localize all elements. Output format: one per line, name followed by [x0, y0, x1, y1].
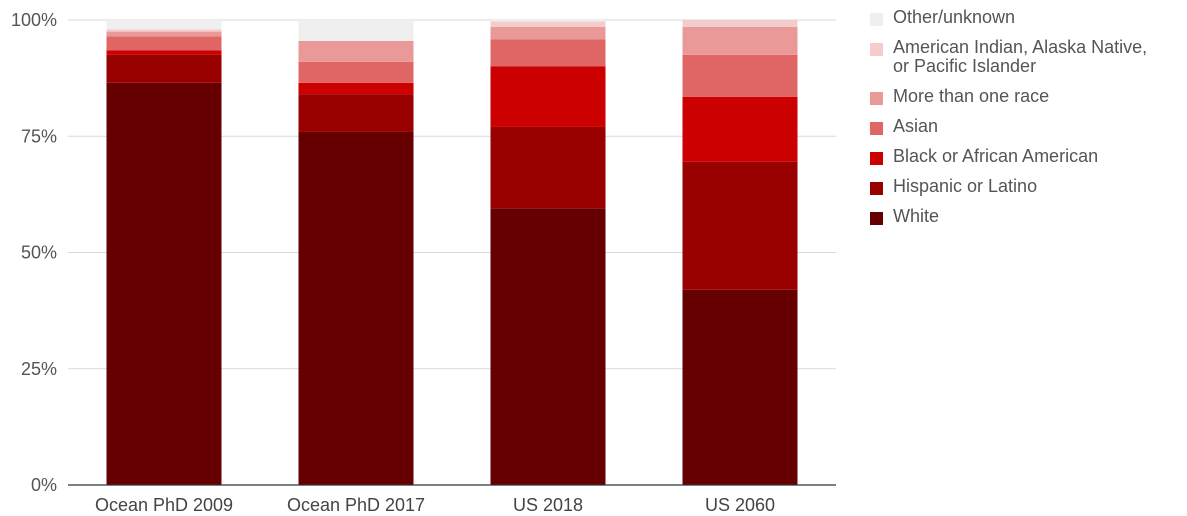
bar-segment — [298, 131, 414, 485]
y-tick-label: 75% — [21, 126, 57, 146]
bar-segment — [298, 61, 414, 83]
x-category-label: Ocean PhD 2017 — [287, 495, 425, 515]
legend-item: Black or African American — [870, 147, 1185, 166]
x-category-label: US 2060 — [705, 495, 775, 515]
legend-swatch — [870, 92, 883, 105]
bar-segment — [298, 20, 414, 41]
legend-label: Other/unknown — [893, 7, 1016, 27]
legend-item: More than one race — [870, 87, 1185, 106]
bar-segment — [298, 94, 414, 132]
bar-segment — [490, 21, 606, 27]
bar-segment — [106, 31, 222, 37]
legend-label: American Indian, Alaska Native, or Pacif… — [893, 37, 1148, 76]
axes: 0% 25% 50% 75% 100% Ocean PhD 2009 Ocean PhD 2… — [11, 10, 836, 515]
legend-swatch — [870, 182, 883, 195]
bar-segment — [490, 208, 606, 485]
legend-label: More than one race — [893, 86, 1050, 106]
legend-label: Asian — [893, 116, 939, 136]
legend-item: Asian — [870, 117, 1185, 136]
legend-label: Black or African American — [893, 146, 1099, 166]
bar-segment — [106, 50, 222, 55]
legend: Other/unknown American Indian, Alaska Nat… — [870, 8, 1185, 237]
bar-segment — [298, 40, 414, 62]
bar-segment — [682, 54, 798, 97]
bar-segment — [490, 20, 606, 22]
bar-segment — [682, 96, 798, 162]
bar-segment — [106, 29, 222, 32]
legend-label: White — [893, 206, 940, 226]
bar-segment — [106, 54, 222, 83]
x-category-label: US 2018 — [513, 495, 583, 515]
bars — [106, 20, 798, 486]
legend-swatch — [870, 122, 883, 135]
legend-item: American Indian, Alaska Native, or Pacif… — [870, 38, 1185, 76]
legend-label: Hispanic or Latino — [893, 176, 1038, 196]
legend-swatch — [870, 13, 883, 26]
legend-item: White — [870, 207, 1185, 226]
bar-segment — [106, 20, 222, 30]
legend-swatch — [870, 43, 883, 56]
legend-item: Hispanic or Latino — [870, 177, 1185, 196]
legend-item: Other/unknown — [870, 8, 1185, 27]
bar-segment — [106, 82, 222, 486]
bar-segment — [682, 20, 798, 27]
x-category-label: Ocean PhD 2009 — [95, 495, 233, 515]
bar-segment — [490, 126, 606, 209]
bar-segment — [682, 161, 798, 290]
y-tick-label: 0% — [31, 475, 57, 495]
bar-segment — [490, 66, 606, 127]
y-tick-label: 100% — [11, 10, 57, 30]
bar-segment — [106, 36, 222, 51]
bar-segment — [682, 289, 798, 485]
y-tick-label: 50% — [21, 243, 57, 263]
y-tick-label: 25% — [21, 359, 57, 379]
legend-swatch — [870, 152, 883, 165]
legend-swatch — [870, 212, 883, 225]
bar-segment — [490, 26, 606, 40]
bar-segment — [682, 26, 798, 55]
bar-segment — [490, 39, 606, 67]
bar-segment — [298, 82, 414, 95]
